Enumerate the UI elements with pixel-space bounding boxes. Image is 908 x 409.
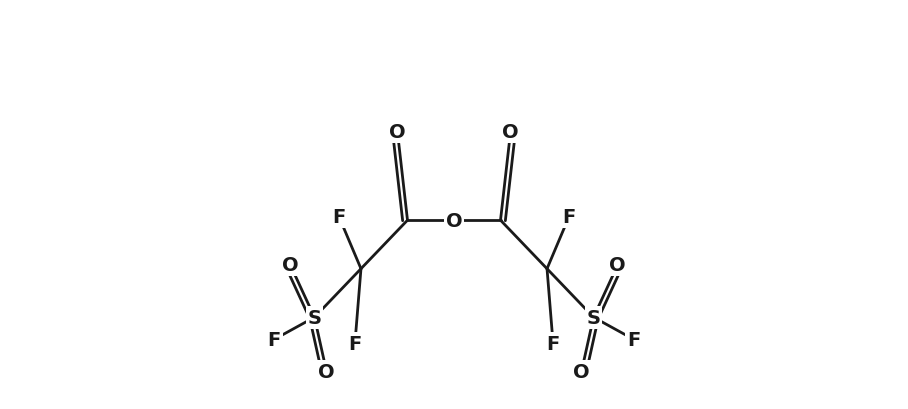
Text: S: S <box>587 308 600 327</box>
Text: F: F <box>627 330 641 349</box>
Text: S: S <box>308 308 321 327</box>
Text: F: F <box>267 330 281 349</box>
Text: O: O <box>389 122 406 142</box>
Text: O: O <box>446 211 462 230</box>
Text: F: F <box>349 334 361 353</box>
Text: O: O <box>573 362 589 382</box>
Text: F: F <box>332 207 345 226</box>
Text: F: F <box>563 207 576 226</box>
Text: F: F <box>547 334 559 353</box>
Text: O: O <box>609 256 627 274</box>
Text: O: O <box>319 362 335 382</box>
Text: O: O <box>502 122 519 142</box>
Text: O: O <box>281 256 299 274</box>
